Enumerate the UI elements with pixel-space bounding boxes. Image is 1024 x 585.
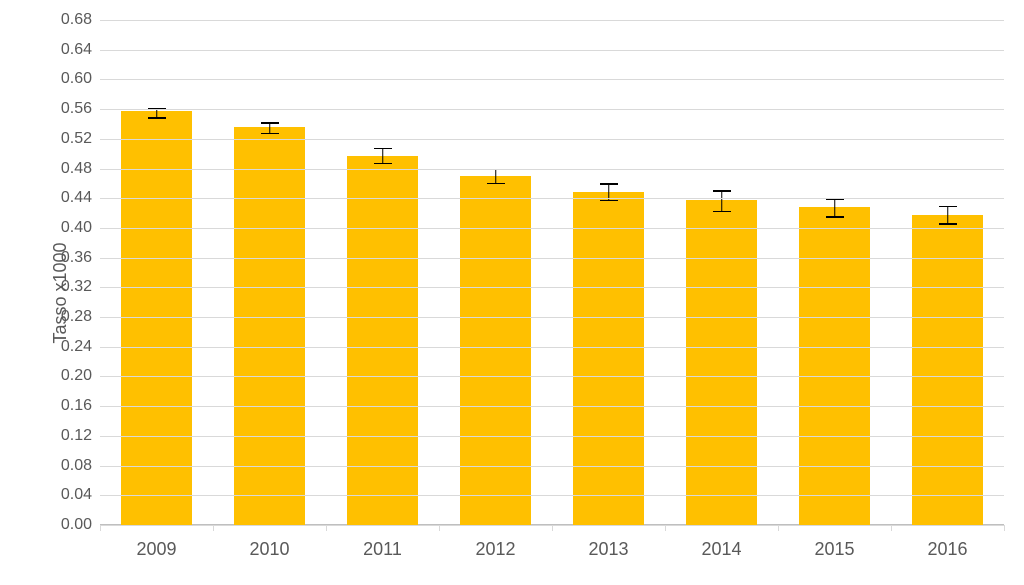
grid-line	[100, 376, 1004, 377]
y-tick-label: 0.60	[61, 70, 92, 88]
grid-line	[100, 109, 1004, 110]
grid-line	[100, 436, 1004, 437]
y-tick-label: 0.36	[61, 249, 92, 267]
x-tick-mark	[891, 525, 892, 531]
y-tick-label: 0.68	[61, 11, 92, 29]
x-tick-mark	[100, 525, 101, 531]
x-tick-label: 2009	[136, 539, 176, 560]
y-tick-label: 0.44	[61, 189, 92, 207]
grid-line	[100, 495, 1004, 496]
grid-line	[100, 317, 1004, 318]
grid-line	[100, 169, 1004, 170]
y-tick-label: 0.56	[61, 100, 92, 118]
y-tick-label: 0.48	[61, 160, 92, 178]
x-tick-mark	[439, 525, 440, 531]
x-tick-label: 2016	[927, 539, 967, 560]
grid-line	[100, 287, 1004, 288]
grid-line	[100, 228, 1004, 229]
x-tick-mark	[326, 525, 327, 531]
grid-line	[100, 347, 1004, 348]
x-tick-label: 2014	[701, 539, 741, 560]
x-tick-mark	[665, 525, 666, 531]
x-tick-mark	[552, 525, 553, 531]
y-tick-label: 0.52	[61, 130, 92, 148]
grid-line	[100, 198, 1004, 199]
x-tick-mark	[1004, 525, 1005, 531]
y-tick-label: 0.04	[61, 486, 92, 504]
x-tick-mark	[213, 525, 214, 531]
grid-line	[100, 258, 1004, 259]
y-tick-label: 0.16	[61, 397, 92, 415]
x-tick-label: 2015	[814, 539, 854, 560]
y-tick-label: 0.40	[61, 219, 92, 237]
chart-container: Tasso x1000 0.000.040.080.120.160.200.24…	[0, 0, 1024, 585]
y-tick-label: 0.00	[61, 516, 92, 534]
grid-line	[100, 406, 1004, 407]
bar	[912, 215, 982, 525]
bar	[573, 192, 643, 525]
grid-line	[100, 139, 1004, 140]
x-axis: 2009 2010 2011 2012 2013 2014 2015 2016	[100, 535, 1004, 565]
x-tick-mark	[778, 525, 779, 531]
grid-line	[100, 466, 1004, 467]
plot-area: 0.000.040.080.120.160.200.240.280.320.36…	[100, 20, 1004, 525]
bar	[799, 207, 869, 525]
bar	[121, 111, 191, 525]
x-tick-label: 2013	[588, 539, 628, 560]
y-tick-label: 0.24	[61, 338, 92, 356]
grid-line	[100, 79, 1004, 80]
y-tick-label: 0.28	[61, 308, 92, 326]
bar	[686, 200, 756, 525]
grid-line	[100, 20, 1004, 21]
x-tick-label: 2012	[475, 539, 515, 560]
x-tick-label: 2011	[363, 539, 402, 560]
y-tick-label: 0.08	[61, 457, 92, 475]
y-tick-label: 0.12	[61, 427, 92, 445]
y-tick-label: 0.64	[61, 41, 92, 59]
grid-line	[100, 50, 1004, 51]
x-tick-label: 2010	[249, 539, 289, 560]
y-tick-label: 0.32	[61, 278, 92, 296]
bars-layer	[100, 20, 1004, 525]
y-tick-label: 0.20	[61, 367, 92, 385]
bar	[347, 156, 417, 525]
